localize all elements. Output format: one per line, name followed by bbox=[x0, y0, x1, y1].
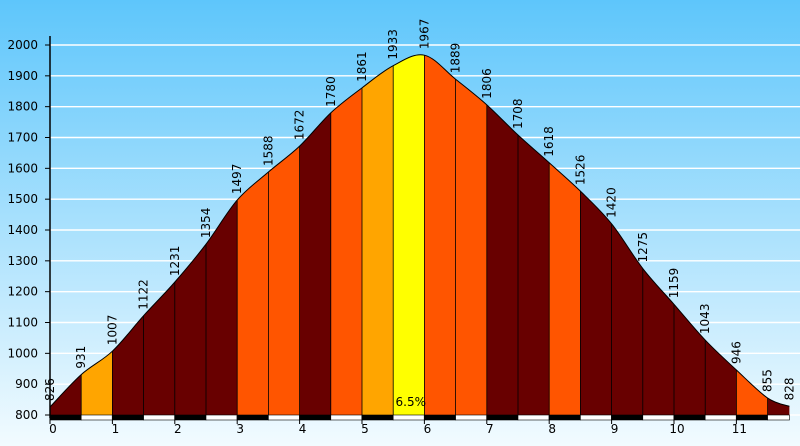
x-tick-label-11: 11 bbox=[732, 422, 747, 436]
y-tick-label-800: 800 bbox=[15, 408, 38, 422]
segment-gradient-label-11: 6.5% bbox=[396, 395, 427, 409]
x-tick-label-7: 7 bbox=[486, 422, 494, 436]
x-tick-labels: 0 1 2 3 4 5 6 7 8 9 10 11 bbox=[49, 422, 747, 436]
elevation-label-11: 1933 bbox=[386, 29, 400, 60]
km-bar-segment-19 bbox=[642, 414, 675, 421]
x-tick-label-6: 6 bbox=[424, 422, 432, 436]
profile-outline bbox=[49, 54, 790, 408]
segment-labels: 6.5% bbox=[396, 395, 427, 409]
axes bbox=[45, 36, 790, 424]
segment-dividers bbox=[80, 55, 768, 415]
x-tick-label-9: 9 bbox=[611, 422, 619, 436]
km-bar-segment-14 bbox=[486, 414, 519, 421]
y-tick-label-1100: 1100 bbox=[7, 316, 38, 330]
elevation-label-0: 826 bbox=[43, 378, 57, 401]
y-tick-label-1500: 1500 bbox=[7, 192, 38, 206]
elevation-label-1: 931 bbox=[74, 346, 88, 369]
km-bar-segment-1 bbox=[80, 414, 113, 421]
elevation-label-14: 1806 bbox=[480, 68, 494, 99]
km-bar-segment-10 bbox=[361, 414, 394, 421]
x-tick-label-8: 8 bbox=[548, 422, 556, 436]
band-segment-9 bbox=[330, 54, 362, 415]
elevation-label-17: 1526 bbox=[573, 155, 587, 186]
elevation-label-8: 1672 bbox=[293, 110, 307, 141]
elevation-label-19: 1275 bbox=[636, 232, 650, 263]
km-bar-segment-20 bbox=[673, 414, 706, 421]
elevation-label-9: 1780 bbox=[324, 76, 338, 107]
km-bar-segment-16 bbox=[548, 414, 581, 421]
y-tick-label-1900: 1900 bbox=[7, 69, 38, 83]
km-bar-segment-3 bbox=[143, 414, 176, 421]
elevation-label-7: 1588 bbox=[261, 135, 275, 166]
y-tick-label-1800: 1800 bbox=[7, 100, 38, 114]
elevation-label-24: 828 bbox=[782, 377, 796, 400]
x-tick-label-1: 1 bbox=[112, 422, 120, 436]
x-tick-label-3: 3 bbox=[236, 422, 244, 436]
km-bar-segment-18 bbox=[611, 414, 644, 421]
elevation-label-3: 1122 bbox=[137, 279, 151, 310]
km-bar-segment-8 bbox=[299, 414, 332, 421]
km-bar-segment-15 bbox=[517, 414, 550, 421]
elevation-label-16: 1618 bbox=[542, 126, 556, 157]
y-tick-label-1300: 1300 bbox=[7, 254, 38, 268]
elevation-label-15: 1708 bbox=[511, 98, 525, 129]
km-bar-segment-7 bbox=[268, 414, 300, 421]
km-bar-segment-6 bbox=[236, 414, 269, 421]
elevation-label-13: 1889 bbox=[449, 43, 463, 74]
x-tick-label-10: 10 bbox=[669, 422, 684, 436]
elevation-label-10: 1861 bbox=[355, 51, 369, 82]
elevation-label-12: 1967 bbox=[417, 19, 431, 50]
x-tick-label-2: 2 bbox=[174, 422, 182, 436]
km-bar-segment-13 bbox=[455, 414, 488, 421]
y-tick-label-1200: 1200 bbox=[7, 285, 38, 299]
band-segment-12 bbox=[424, 54, 456, 415]
km-bar-segment-2 bbox=[112, 414, 144, 421]
x-tick-label-4: 4 bbox=[299, 422, 307, 436]
y-tick-label-1000: 1000 bbox=[7, 346, 38, 360]
y-tick-label-1700: 1700 bbox=[7, 131, 38, 145]
km-bar-segment-17 bbox=[580, 414, 612, 421]
elevation-label-6: 1497 bbox=[230, 164, 244, 195]
elevation-label-22: 946 bbox=[729, 341, 743, 364]
band-segment-10 bbox=[362, 54, 394, 415]
elevation-label-21: 1043 bbox=[698, 304, 712, 335]
km-bar-segment-12 bbox=[424, 414, 456, 421]
y-tick-label-1600: 1600 bbox=[7, 161, 38, 175]
km-bar-segment-5 bbox=[205, 414, 238, 421]
km-bar-segment-22 bbox=[736, 414, 768, 421]
elevation-label-2: 1007 bbox=[105, 315, 119, 346]
elevation-label-18: 1420 bbox=[605, 187, 619, 218]
km-bar-segment-9 bbox=[330, 414, 363, 421]
elevation-label-20: 1159 bbox=[667, 268, 681, 299]
band-segment-13 bbox=[455, 54, 487, 415]
band-segment-11 bbox=[393, 54, 425, 415]
km-bar-segment-11 bbox=[392, 414, 425, 421]
y-tick-label-2000: 2000 bbox=[7, 38, 38, 52]
km-bar-segment-4 bbox=[174, 414, 207, 421]
km-bar-segment-23 bbox=[767, 414, 790, 421]
elevation-label-4: 1231 bbox=[168, 246, 182, 277]
y-tick-label-900: 900 bbox=[15, 377, 38, 391]
km-bar-segment-21 bbox=[704, 414, 737, 421]
elevation-labels: 826 931 1007 1122 1231 1354 1497 1588 1672 1780 18… bbox=[43, 19, 796, 401]
y-tick-label-1400: 1400 bbox=[7, 223, 38, 237]
x-tick-label-5: 5 bbox=[361, 422, 369, 436]
x-tick-label-0: 0 bbox=[49, 422, 57, 436]
elevation-label-5: 1354 bbox=[199, 208, 213, 239]
y-tick-labels: 800 900 1000 1100 1200 1300 1400 1500 1600 1700 18… bbox=[7, 38, 38, 422]
elevation-label-23: 855 bbox=[761, 369, 775, 392]
km-bar-segment-0 bbox=[49, 414, 82, 421]
